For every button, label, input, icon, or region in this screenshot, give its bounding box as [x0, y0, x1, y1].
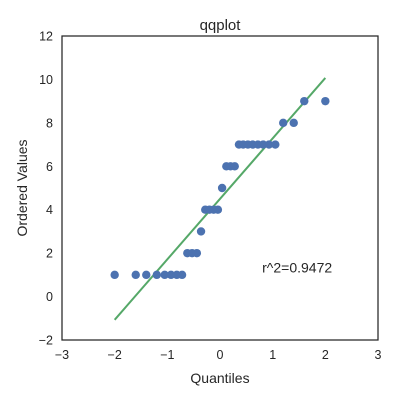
data-point	[300, 96, 309, 106]
data-point	[217, 183, 227, 193]
chart-title: qqplot	[200, 17, 242, 34]
y-tick-label: −2	[39, 334, 53, 348]
y-tick-label: 12	[39, 30, 53, 44]
y-axis-label: Ordered Values	[14, 139, 30, 236]
x-tick-label: 1	[269, 348, 276, 362]
x-tick-label: 2	[322, 348, 329, 362]
y-tick-label: 4	[46, 203, 53, 217]
data-point	[289, 118, 298, 128]
r-squared-annotation: r^2=0.9472	[262, 260, 332, 276]
y-tick-labels: −2 0 2 4 6 8 10 12	[39, 30, 53, 348]
data-point	[160, 270, 169, 280]
x-tick-label: 3	[375, 348, 382, 362]
data-point	[271, 140, 280, 149]
y-tick-label: 6	[46, 160, 53, 174]
data-point	[166, 270, 176, 280]
data-points	[110, 96, 330, 280]
x-tick-label: −2	[108, 348, 122, 362]
x-axis-label: Quantiles	[190, 370, 249, 386]
data-point	[192, 248, 202, 258]
x-tick-labels: −3 −2 −1 0 1 2 3	[55, 348, 382, 362]
y-tick-label: 0	[46, 290, 53, 304]
data-point	[177, 270, 187, 280]
data-point	[213, 205, 223, 214]
data-point	[321, 96, 330, 106]
y-tick-label: 2	[46, 247, 53, 261]
data-point	[131, 270, 140, 280]
y-tick-label: 10	[39, 73, 53, 87]
data-point	[152, 270, 161, 280]
data-point	[279, 118, 288, 128]
data-point	[264, 140, 274, 149]
data-point	[142, 270, 151, 280]
data-point	[230, 162, 239, 171]
data-point	[258, 140, 268, 149]
fit-line	[113, 77, 327, 321]
x-tick-label: 0	[217, 348, 224, 362]
y-tick-label: 8	[46, 116, 53, 130]
axes-frame	[61, 35, 379, 341]
data-point	[110, 270, 119, 280]
data-point	[196, 227, 206, 236]
fit-line-layer	[113, 77, 327, 321]
x-tick-label: −3	[55, 348, 69, 362]
x-tick-label: −1	[160, 348, 174, 362]
